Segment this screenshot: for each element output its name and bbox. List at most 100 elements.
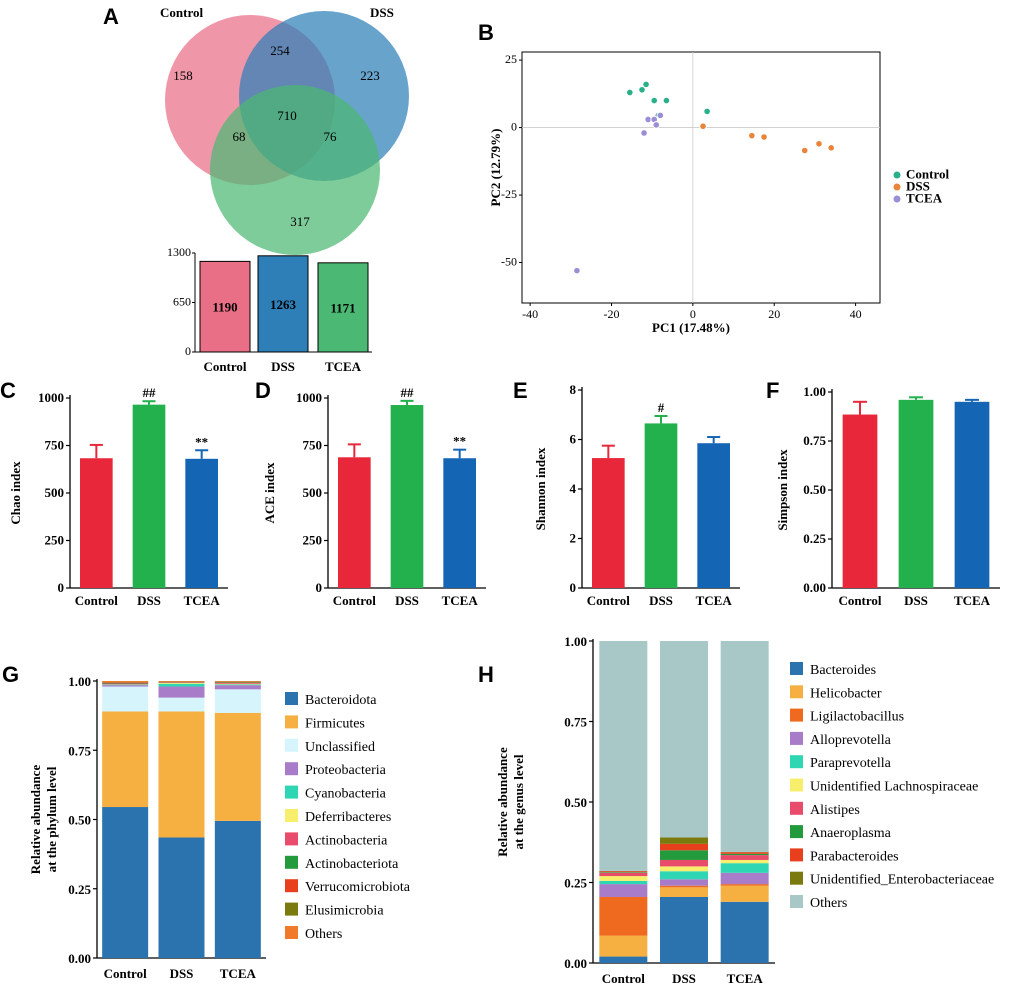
ace-index-bar-dss — [390, 405, 424, 588]
a-bar-tcea — [317, 262, 369, 353]
pca-legend-label-control: Control — [906, 167, 949, 182]
a-bar-category-label: TCEA — [325, 359, 362, 374]
genus-legend-label-ligilactobacillus: Ligilactobacillus — [810, 710, 904, 725]
ace-index-significance-mark: ** — [453, 434, 466, 449]
phylum-segment-actinobacteria — [214, 682, 261, 684]
a-bar-y-tick-label: 1300 — [167, 245, 191, 259]
ace-index-chart: 0 250 500 750 1000 ACE index Control ## DSS ** TCE… — [262, 385, 486, 608]
pca-point-dss — [815, 139, 823, 148]
panel-letter-c: C — [0, 378, 16, 403]
simpson-index-x-tick-label: TCEA — [954, 593, 991, 608]
genus-segment-others — [599, 641, 648, 871]
phylum-segment-firmicutes — [102, 711, 149, 808]
genus-segment-anaeroplasma — [720, 853, 769, 856]
pca-y-axis-label: PC2 (12.79%) — [488, 129, 503, 207]
pca-point-dss — [699, 122, 707, 131]
pca-point-dss — [760, 133, 768, 141]
phylum-legend-swatch-verrucomicrobiota — [285, 879, 298, 893]
simpson-index-chart: 0.00 0.25 0.50 0.75 1.00 Simpson index Control… — [775, 384, 1000, 608]
phylum-y-tick-label: 1.00 — [68, 674, 91, 689]
phylum-x-tick-label: DSS — [170, 966, 194, 981]
phylum-legend-swatch-bacteroidota — [285, 692, 298, 705]
pca-point-control — [703, 107, 711, 116]
genus-segment-alloprevotella — [660, 879, 708, 886]
genus-y-tick-label: 0.25 — [564, 876, 587, 891]
genus-segment-others — [660, 641, 708, 838]
pca-scatter-plot: -40 -20 0 20 40 25 0 -25 -50 PC1 (17.48%) PC2 (12.… — [488, 51, 949, 335]
pca-point-dss — [800, 146, 809, 155]
chao-index-significance-mark: ## — [143, 385, 157, 400]
venn-totals-bar-chart: 0 650 1300 1190 Control 1263 DSS 1171 TCEA — [167, 245, 372, 374]
phylum-y-axis-label-line2: at the phylum level — [44, 766, 59, 872]
phylum-legend-label-cyanobacteria: Cyanobacteria — [305, 787, 387, 802]
phylum-segment-cyanobacteria — [102, 684, 149, 686]
pca-legend-marker-control — [893, 171, 901, 179]
venn-label-dss: DSS — [370, 5, 394, 20]
chao-index-y-tick-label: 0 — [58, 580, 65, 595]
phylum-legend-swatch-deferribacteres — [285, 809, 298, 822]
genus-legend-label-unidentified-enterobacteriaceae: Unidentified_Enterobacteriaceae — [810, 873, 994, 888]
phylum-segment-bacteroidota — [158, 837, 205, 958]
pca-point-control — [662, 96, 671, 105]
phylum-stacked-bar-chart: 0.00 0.25 0.50 0.75 1.00 Relative abundanceat… — [28, 674, 411, 981]
genus-segment-helicobacter — [720, 885, 769, 902]
genus-segment-paraprevotella — [599, 880, 648, 885]
chao-index-x-tick-label: Control — [75, 593, 118, 608]
genus-x-tick-label: DSS — [672, 971, 696, 986]
venn-count-control-tcea: 68 — [233, 129, 246, 144]
shannon-index-y-tick-label: 2 — [570, 531, 577, 546]
phylum-legend-label-actinobacteria: Actinobacteria — [305, 833, 388, 848]
genus-y-tick-label: 0.00 — [564, 956, 587, 971]
genus-legend-swatch-unidentified-lachnospiraceae — [790, 778, 803, 792]
phylum-segment-others — [214, 681, 261, 682]
genus-segment-helicobacter — [599, 935, 648, 957]
simpson-index-x-tick-label: DSS — [904, 593, 928, 608]
phylum-legend-label-others: Others — [305, 927, 342, 942]
shannon-index-bar-tcea — [697, 443, 730, 588]
panel-letter-g: G — [2, 662, 19, 687]
ace-index-y-tick-label: 0 — [316, 580, 323, 595]
shannon-index-y-tick-label: 0 — [570, 580, 577, 595]
ace-index-y-tick-label: 500 — [303, 485, 323, 500]
pca-x-axis-label: PC1 (17.48%) — [652, 320, 730, 335]
phylum-legend-swatch-proteobacteria — [285, 762, 298, 776]
genus-segment-alloprevotella — [720, 872, 769, 885]
shannon-index-bar-control — [592, 458, 625, 588]
genus-legend-swatch-bacteroides — [790, 662, 803, 675]
simpson-index-bar-dss — [898, 399, 934, 588]
phylum-segment-firmicutes — [214, 712, 261, 821]
phylum-legend-swatch-actinobacteria — [285, 832, 298, 846]
pca-y-tick-label: 0 — [511, 120, 517, 134]
shannon-index-significance-mark: # — [658, 400, 665, 415]
phylum-segment-actinobacteria — [102, 683, 149, 685]
panel-letter-a: A — [103, 4, 119, 29]
phylum-legend-label-unclassified: Unclassified — [305, 740, 375, 755]
a-bar-dss — [257, 255, 309, 353]
genus-segment-alloprevotella — [599, 884, 648, 897]
genus-segment-unidentified-lachnospiraceae — [660, 866, 708, 872]
chao-index-chart: 0 250 500 750 1000 Chao index Control ## DSS ** TC… — [8, 385, 228, 608]
chao-index-y-tick-label: 500 — [45, 485, 65, 500]
shannon-index-chart: 0 2 4 6 8 Shannon index Control # DSS TCEA — [533, 382, 740, 608]
shannon-index-x-tick-label: TCEA — [696, 593, 733, 608]
phylum-segment-proteobacteria — [102, 685, 149, 687]
simpson-index-y-tick-label: 1.00 — [803, 384, 826, 399]
phylum-segment-bacteroidota — [102, 807, 149, 958]
genus-y-tick-label: 1.00 — [564, 634, 587, 649]
genus-segment-ligilactobacillus — [720, 884, 769, 886]
chao-index-y-tick-label: 750 — [45, 438, 65, 453]
chao-index-significance-mark: ** — [195, 434, 208, 449]
chao-index-x-tick-label: TCEA — [184, 593, 221, 608]
genus-segment-anaeroplasma — [660, 850, 708, 860]
phylum-segment-verrucomicrobiota — [214, 681, 261, 683]
ace-index-x-tick-label: Control — [333, 593, 376, 608]
phylum-segment-firmicutes — [158, 711, 205, 838]
genus-segment-others — [720, 641, 769, 852]
pca-point-tcea — [656, 111, 665, 120]
genus-legend-swatch-anaeroplasma — [790, 825, 803, 839]
pca-x-tick-label: -40 — [522, 307, 538, 321]
genus-segment-helicobacter — [660, 887, 708, 897]
genus-legend-label-anaeroplasma: Anaeroplasma — [810, 826, 892, 841]
pca-point-control — [650, 96, 659, 105]
genus-segment-alistipes — [720, 855, 769, 860]
